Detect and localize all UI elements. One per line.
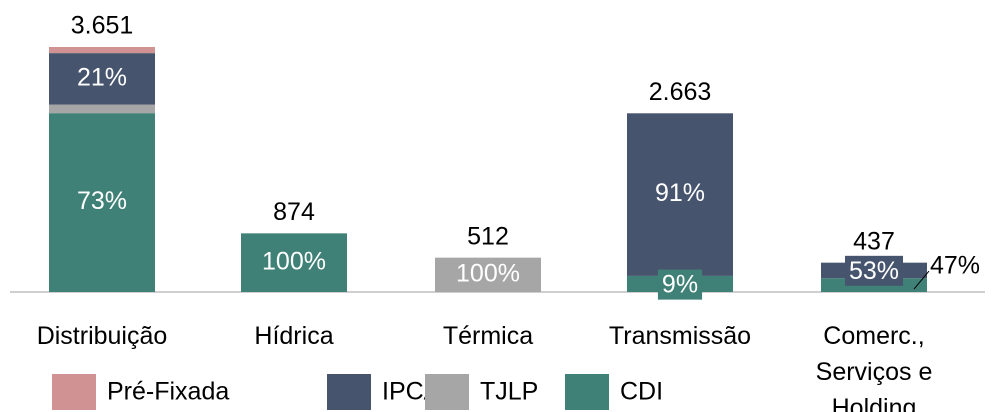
total-label: 2.663 bbox=[649, 78, 712, 106]
legend-label: TJLP bbox=[480, 378, 538, 406]
value-label: 91% bbox=[655, 179, 705, 207]
total-label: 512 bbox=[467, 222, 509, 250]
value-label-box bbox=[844, 255, 904, 286]
bar-segment bbox=[49, 104, 155, 114]
value-label-box bbox=[258, 246, 330, 277]
legend-swatch bbox=[565, 374, 609, 410]
value-label: 100% bbox=[456, 259, 520, 287]
value-label-box bbox=[657, 269, 703, 300]
value-label: 47% bbox=[930, 252, 980, 280]
legend-label: Pré-Fixada bbox=[107, 378, 229, 406]
value-label: 100% bbox=[262, 247, 326, 275]
total-label: 437 bbox=[853, 227, 895, 255]
legend-swatch bbox=[327, 374, 371, 410]
value-label-box bbox=[650, 178, 710, 209]
bar-segment bbox=[49, 47, 155, 54]
value-label: 21% bbox=[77, 63, 127, 91]
legend-swatch bbox=[52, 374, 96, 410]
total-label: 3.651 bbox=[71, 12, 134, 40]
legend-label: CDI bbox=[620, 378, 663, 406]
x-tick-label: Comerc., Serviços e Holding bbox=[815, 322, 933, 412]
leader-line bbox=[913, 270, 930, 290]
x-tick-label: Térmica bbox=[442, 322, 534, 350]
value-label-box bbox=[72, 62, 132, 93]
value-label-box bbox=[452, 258, 524, 289]
value-label: 9% bbox=[662, 271, 698, 299]
value-label-box bbox=[72, 186, 132, 217]
legend-swatch bbox=[425, 374, 469, 410]
x-tick-label: Transmissão bbox=[608, 322, 752, 350]
x-tick-label: Distribuição bbox=[36, 322, 168, 350]
value-label: 53% bbox=[849, 257, 899, 285]
total-label: 874 bbox=[273, 198, 315, 226]
value-label: 73% bbox=[77, 187, 127, 215]
x-tick-label: Hídrica bbox=[254, 322, 334, 350]
